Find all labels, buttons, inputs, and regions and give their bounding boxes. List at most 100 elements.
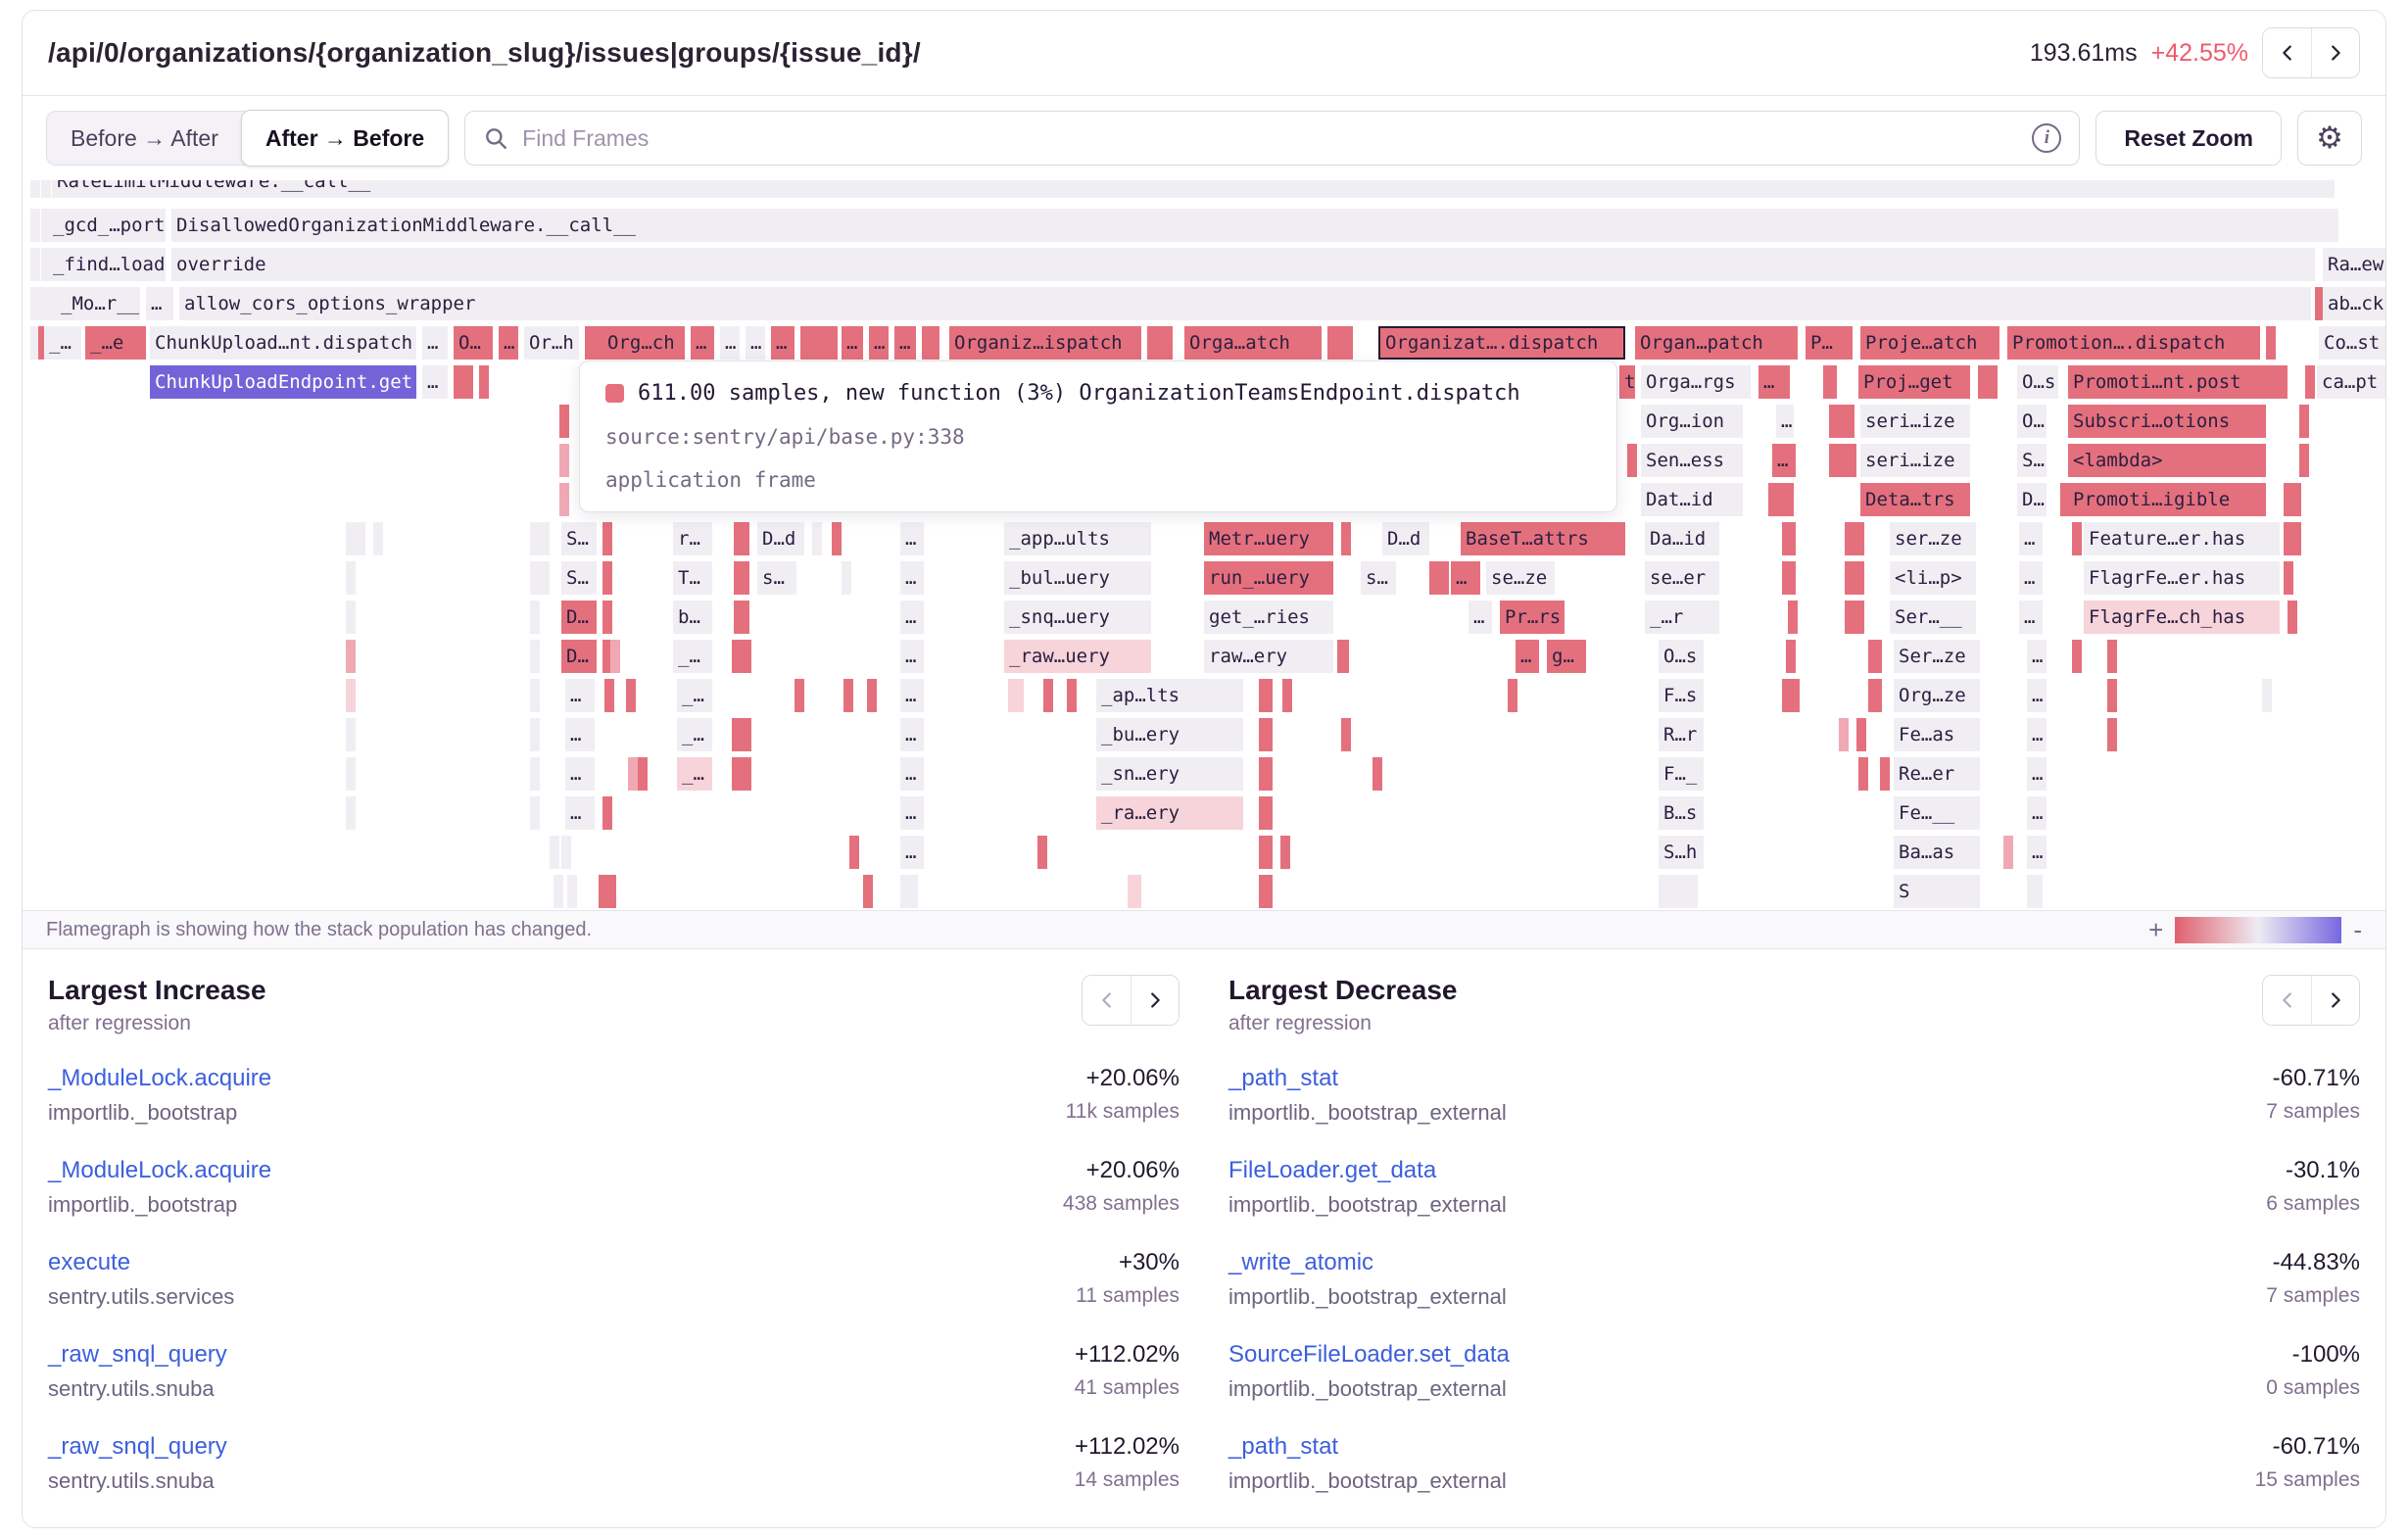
flame-frame[interactable] (373, 522, 383, 555)
flame-frame[interactable]: … (900, 522, 924, 555)
frame-function-link[interactable]: _ModuleLock.acquire (48, 1157, 272, 1183)
flame-frame[interactable]: D… (2017, 483, 2047, 516)
flame-frame[interactable] (628, 757, 638, 791)
flame-frame[interactable]: get_…ries (1204, 601, 1333, 634)
flame-frame[interactable] (604, 679, 614, 712)
flame-frame[interactable] (1259, 875, 1273, 908)
flame-frame[interactable]: ca…pt (2317, 365, 2385, 399)
flame-frame[interactable]: … (1758, 365, 1790, 399)
flame-frame[interactable] (1327, 326, 1337, 360)
flame-frame[interactable]: … (2019, 561, 2043, 595)
flame-frame[interactable] (2291, 483, 2301, 516)
flame-frame[interactable]: Sen…ess (1641, 444, 1743, 477)
flame-frame[interactable] (742, 757, 751, 791)
flame-frame[interactable] (1868, 679, 1882, 712)
flame-frame[interactable] (1439, 561, 1449, 595)
flame-frame[interactable] (1837, 405, 1847, 438)
flame-frame[interactable] (742, 718, 751, 751)
flame-frame[interactable]: Or…h (524, 326, 579, 360)
flame-frame[interactable]: Ser…ze (1894, 640, 1980, 673)
flame-frame[interactable]: Organizat….dispatch (1378, 326, 1625, 360)
flame-frame[interactable] (30, 248, 40, 281)
flame-frame[interactable]: … (565, 796, 595, 830)
flame-frame[interactable]: ab…ck (2323, 287, 2385, 320)
flame-frame[interactable] (1373, 757, 1382, 791)
flame-frame[interactable]: _… (677, 718, 712, 751)
flame-frame[interactable]: … (1516, 640, 1539, 673)
flame-frame[interactable] (1782, 522, 1796, 555)
flame-frame[interactable] (602, 522, 612, 555)
flame-frame[interactable] (1845, 522, 1864, 555)
flame-frame[interactable] (2288, 601, 2297, 634)
flame-frame[interactable] (346, 718, 356, 751)
flame-frame[interactable]: _ap…lts (1096, 679, 1243, 712)
flame-frame[interactable]: … (422, 326, 448, 360)
flame-frame[interactable] (1839, 718, 1849, 751)
flame-frame[interactable] (1429, 561, 1439, 595)
flame-frame[interactable] (602, 640, 612, 673)
flame-frame[interactable] (540, 561, 550, 595)
find-frames-input[interactable]: Find Frames i (464, 111, 2081, 166)
flame-frame[interactable] (602, 601, 612, 634)
flame-frame[interactable] (30, 180, 40, 198)
flame-frame[interactable] (1858, 757, 1868, 791)
flame-frame[interactable] (1829, 444, 1839, 477)
flame-frame[interactable] (849, 836, 859, 869)
flame-frame[interactable] (1259, 718, 1273, 751)
flame-frame[interactable]: _bul…uery (1004, 561, 1151, 595)
flame-frame[interactable]: … (900, 679, 924, 712)
flame-frame[interactable] (1508, 679, 1517, 712)
flame-frame[interactable] (554, 875, 563, 908)
flame-frame[interactable]: Promoti…igible (2068, 483, 2266, 516)
prev-event-button[interactable] (2263, 28, 2311, 77)
flame-frame[interactable]: Pr…rs (1500, 601, 1565, 634)
flame-frame[interactable] (41, 180, 51, 198)
flame-frame[interactable]: Promotion….dispatch (2007, 326, 2260, 360)
flame-frame[interactable] (626, 679, 636, 712)
flame-frame[interactable] (1856, 718, 1866, 751)
increase-prev-button[interactable] (1083, 976, 1131, 1025)
flame-frame[interactable] (2284, 522, 2293, 555)
flame-frame[interactable] (867, 679, 877, 712)
flame-frame[interactable] (1037, 836, 1047, 869)
flame-frame[interactable] (812, 522, 822, 555)
flame-frame[interactable]: T… (673, 561, 712, 595)
flame-frame[interactable]: … (691, 326, 714, 360)
flame-frame[interactable]: … (1469, 601, 1492, 634)
flame-frame[interactable] (567, 875, 577, 908)
flame-frame[interactable] (593, 326, 602, 360)
flame-frame[interactable] (559, 405, 569, 438)
flame-frame[interactable]: … (422, 365, 448, 399)
flame-frame[interactable]: _gcd_…port (48, 209, 166, 242)
flame-frame[interactable] (2305, 365, 2315, 399)
flame-frame[interactable]: s… (757, 561, 796, 595)
flame-frame[interactable]: se…ze (1486, 561, 1555, 595)
flame-frame[interactable] (1839, 444, 1849, 477)
flame-frame[interactable]: D…d (1382, 522, 1429, 555)
flame-frame[interactable]: _… (673, 640, 712, 673)
flame-frame[interactable] (1008, 679, 1024, 712)
flame-frame[interactable] (1341, 522, 1351, 555)
flame-frame[interactable] (1282, 679, 1292, 712)
flame-frame[interactable]: <lambda> (2068, 444, 2266, 477)
info-icon[interactable]: i (2032, 123, 2062, 153)
flame-frame[interactable]: Promoti…nt.post (2068, 365, 2288, 399)
flame-frame[interactable]: allow_cors_options_wrapper (179, 287, 2311, 320)
flame-frame[interactable]: ser…ze (1890, 522, 1976, 555)
flame-frame[interactable]: … (2027, 679, 2047, 712)
flame-frame[interactable]: _…e (85, 326, 146, 360)
flame-frame[interactable]: _… (677, 757, 712, 791)
flame-frame[interactable]: … (565, 679, 595, 712)
flame-frame[interactable]: … (746, 326, 765, 360)
frame-function-link[interactable]: SourceFileLoader.set_data (1228, 1341, 1510, 1368)
flame-frame[interactable]: g… (1547, 640, 1586, 673)
flame-frame[interactable] (346, 522, 356, 555)
flame-frame[interactable] (30, 326, 40, 360)
flame-frame[interactable] (843, 679, 853, 712)
flame-frame[interactable] (530, 522, 540, 555)
flame-frame[interactable] (1786, 640, 1796, 673)
flame-frame[interactable]: Co…st (2319, 326, 2385, 360)
flame-frame[interactable]: FlagrFe…er.has (2084, 561, 2280, 595)
flame-frame[interactable] (1768, 483, 1794, 516)
flame-frame[interactable]: Fe…__ (1894, 796, 1980, 830)
